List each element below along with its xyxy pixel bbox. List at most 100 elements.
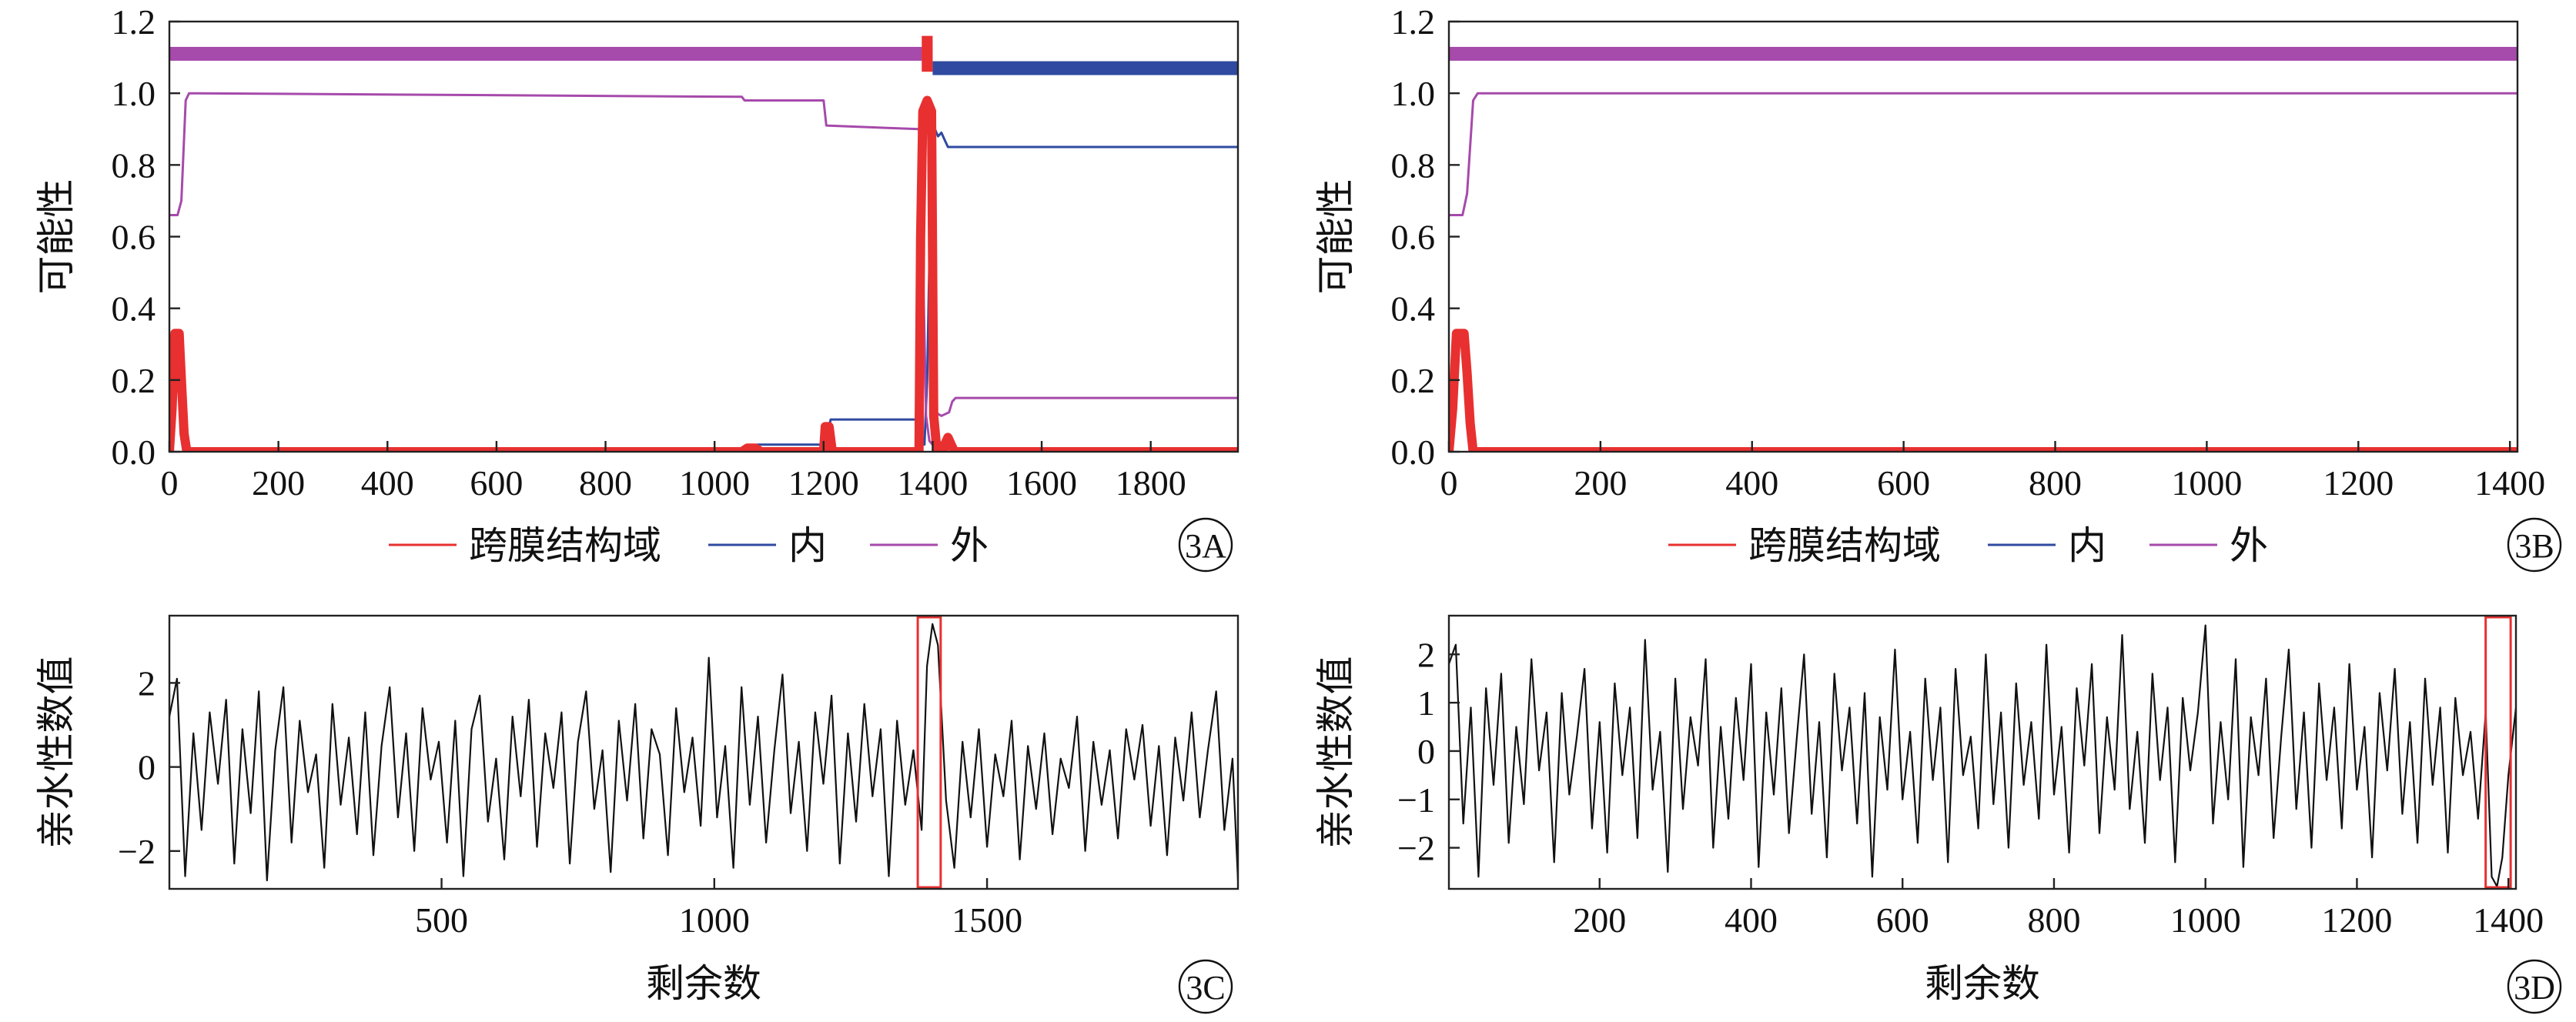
x-tick-label: 800 xyxy=(2029,463,2082,503)
x-tick-label: 1000 xyxy=(2171,463,2242,503)
y-axis-label: 亲水性数值 xyxy=(1314,656,1357,849)
y-tick-label: 0.2 xyxy=(112,361,156,400)
chart-panel-3a: 0 200 400 600 800 1000 1200 1400 1600 1800 0.0 0.2 0… xyxy=(35,2,1239,573)
panel-tag-label: 3A xyxy=(1185,527,1226,565)
legend: 跨膜结构域 内 外 xyxy=(389,524,989,567)
x-tick-label: 200 xyxy=(1573,900,1626,940)
legend-label: 跨膜结构域 xyxy=(1748,524,1941,567)
x-tick-label: 1200 xyxy=(2323,463,2394,503)
y-tick-label: 2 xyxy=(1417,635,1435,674)
y-tick-label: 0.6 xyxy=(1391,218,1436,257)
panel-tag: 3C xyxy=(1178,959,1233,1014)
x-tick-label: 600 xyxy=(1877,463,1930,503)
y-tick-label: −1 xyxy=(1397,780,1435,820)
highlight-box xyxy=(2484,616,2512,889)
topology-tm-marker xyxy=(922,35,933,72)
y-tick-label: 0.8 xyxy=(1391,145,1436,185)
x-tick-label: 500 xyxy=(415,900,468,940)
y-tick-label: 1.0 xyxy=(112,74,156,113)
y-tick-label: 0.0 xyxy=(112,433,156,472)
x-axis-label: 剩余数 xyxy=(646,962,761,1005)
panel-tag-circle xyxy=(1178,959,1233,1014)
x-axis-label: 剩余数 xyxy=(1925,962,2040,1005)
x-tick-label: 1000 xyxy=(679,463,750,503)
legend-label: 内 xyxy=(788,524,827,567)
x-tick-label: 1000 xyxy=(2170,900,2241,940)
y-tick-label: 0.4 xyxy=(112,289,156,329)
axis-frame xyxy=(1447,20,2519,453)
panel-tag-label: 3C xyxy=(1186,969,1225,1007)
axis-frame xyxy=(168,614,1239,890)
x-tick-label: 400 xyxy=(1725,463,1778,503)
plot-area xyxy=(169,35,1238,452)
y-tick-label: −2 xyxy=(1397,829,1435,868)
axis-frame xyxy=(168,20,1239,453)
y-axis-label: 可能性 xyxy=(1314,179,1357,295)
y-tick-label: 0.4 xyxy=(1391,289,1436,329)
x-tick-label: 1800 xyxy=(1116,463,1186,503)
y-tick-label: 0 xyxy=(1417,732,1435,771)
x-tick-label: 800 xyxy=(2027,900,2080,940)
series-line-内 xyxy=(169,128,1238,452)
plot-area xyxy=(169,623,1238,882)
topology-bar-2 xyxy=(932,61,1238,75)
legend-label: 内 xyxy=(2068,524,2106,567)
topology-bar-0 xyxy=(169,46,922,61)
series-line-内 xyxy=(1449,332,2517,452)
y-tick-label: 0 xyxy=(138,748,156,787)
x-tick-label: 200 xyxy=(1574,463,1627,503)
y-axis-label: 亲水性数值 xyxy=(35,656,78,849)
legend: 跨膜结构域 内 外 xyxy=(1668,524,2268,567)
legend-label: 跨膜结构域 xyxy=(469,524,661,567)
legend-label: 外 xyxy=(2230,524,2268,567)
x-tick-label: 800 xyxy=(579,463,632,503)
y-tick-label: 2 xyxy=(138,663,156,703)
x-tick-label: 0 xyxy=(161,463,179,503)
x-tick-label: 1200 xyxy=(788,463,859,503)
panel-tag-circle xyxy=(2507,959,2562,1014)
x-tick-label: 400 xyxy=(1725,900,1778,940)
axis-frame xyxy=(1447,614,2517,890)
y-tick-label: 0.6 xyxy=(112,218,156,257)
series-line-hydropathy xyxy=(1449,624,2516,888)
series-line-hydropathy xyxy=(169,623,1238,882)
x-tick-label: 200 xyxy=(252,463,305,503)
y-tick-label: 0.2 xyxy=(1391,361,1436,400)
x-tick-label: 1400 xyxy=(897,463,968,503)
highlight-box xyxy=(916,616,942,889)
x-tick-label: 1200 xyxy=(2321,900,2392,940)
panel-tag: 3A xyxy=(1178,517,1233,573)
x-tick-label: 1400 xyxy=(2473,900,2544,940)
x-tick-label: 1500 xyxy=(952,900,1022,940)
y-tick-label: 1.0 xyxy=(1391,74,1436,113)
x-tick-label: 600 xyxy=(1876,900,1929,940)
y-tick-label: −2 xyxy=(118,832,156,871)
x-tick-label: 1000 xyxy=(679,900,750,940)
series-line-跨膜结构域 xyxy=(1449,329,2517,452)
y-tick-label: 0.0 xyxy=(1391,433,1436,472)
panel-tag-circle xyxy=(2507,517,2562,573)
plot-area xyxy=(1449,46,2517,452)
y-tick-label: 0.8 xyxy=(112,145,156,185)
y-tick-label: 1.2 xyxy=(1391,2,1436,42)
plot-area xyxy=(1449,624,2516,888)
y-axis-label: 可能性 xyxy=(35,179,78,295)
x-tick-label: 400 xyxy=(361,463,414,503)
legend-label: 外 xyxy=(950,524,989,567)
x-tick-label: 1400 xyxy=(2474,463,2545,503)
series-line-跨膜结构域 xyxy=(169,95,1238,452)
topology-bar-0 xyxy=(1449,46,2517,61)
panel-tag-label: 3D xyxy=(2514,969,2555,1007)
x-tick-label: 600 xyxy=(470,463,523,503)
panel-tag-circle xyxy=(1178,517,1233,573)
panel-tag: 3B xyxy=(2507,517,2562,573)
y-tick-label: 1 xyxy=(1417,683,1435,723)
panel-tag-label: 3B xyxy=(2514,527,2554,565)
y-tick-label: 1.2 xyxy=(112,2,156,42)
panel-tag: 3D xyxy=(2507,959,2562,1014)
x-tick-label: 1600 xyxy=(1006,463,1077,503)
chart-panel-3b: 0 200 400 600 800 1000 1200 1400 0.0 0.2 0.4 0.6 0.8… xyxy=(1314,2,2562,573)
x-tick-label: 0 xyxy=(1440,463,1458,503)
